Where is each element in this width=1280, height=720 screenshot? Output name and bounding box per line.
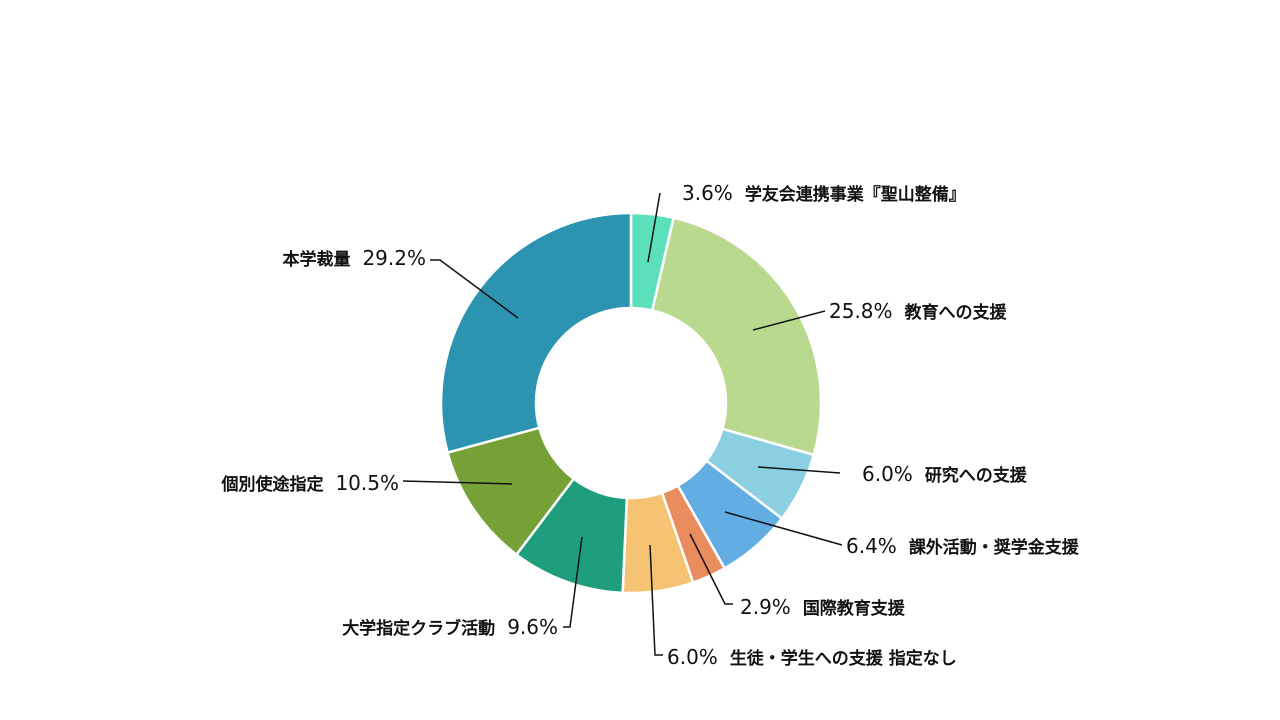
leader-line-7: [563, 536, 583, 628]
slice-label-1: 3.6% 学友会連携事業『聖山整備』: [682, 181, 966, 205]
leader-line-3: [757, 466, 841, 474]
leader-line-2: [752, 310, 826, 331]
slice-2: [650, 216, 823, 457]
slice-category: 本学裁量: [282, 249, 350, 270]
slice-percent: 9.6%: [507, 615, 558, 639]
slice-label-4: 6.4% 課外活動・奨学金支援: [846, 534, 1080, 558]
slice-label-5: 2.9% 国際教育支援: [740, 595, 906, 619]
slice-category: 学友会連携事業『聖山整備』: [745, 184, 966, 205]
slice-label-3: 6.0% 研究への支援: [862, 462, 1028, 486]
slice-category: 教育への支援: [904, 302, 1008, 323]
slice-label-8: 個別使途指定 10.5%: [220, 471, 399, 495]
leader-line-5: [689, 533, 733, 605]
slice-percent: 2.9%: [740, 595, 791, 619]
slice-label-6: 6.0% 生徒・学生への支援 指定なし: [667, 645, 957, 669]
leader-line-8: [402, 480, 513, 485]
leader-line-4: [724, 511, 843, 546]
slice-percent: 6.0%: [667, 645, 718, 669]
slice-percent: 10.5%: [335, 471, 399, 495]
slice-percent: 3.6%: [682, 181, 733, 205]
slice-category: 大学指定クラブ活動: [342, 618, 495, 639]
slice-percent: 29.2%: [362, 246, 426, 270]
slice-category: 生徒・学生への支援 指定なし: [730, 648, 957, 669]
slice-category: 個別使途指定: [220, 474, 323, 495]
slice-label-2: 25.8% 教育への支援: [829, 299, 1008, 323]
leader-line-1: [647, 192, 661, 263]
leader-line-9: [430, 259, 519, 319]
slice-category: 課外活動・奨学金支援: [909, 537, 1080, 558]
slice-label-7: 大学指定クラブ活動 9.6%: [342, 615, 558, 639]
leader-line-6: [649, 544, 663, 656]
leader-lines: [402, 192, 843, 656]
slice-category: 国際教育支援: [803, 598, 906, 619]
slice-percent: 6.4%: [846, 534, 897, 558]
slice-9: [439, 211, 633, 455]
donut-slices: [439, 211, 823, 595]
slice-category: 研究への支援: [925, 465, 1028, 486]
slice-label-9: 本学裁量 29.2%: [282, 246, 426, 270]
slice-percent: 6.0%: [862, 462, 913, 486]
slice-percent: 25.8%: [829, 299, 893, 323]
